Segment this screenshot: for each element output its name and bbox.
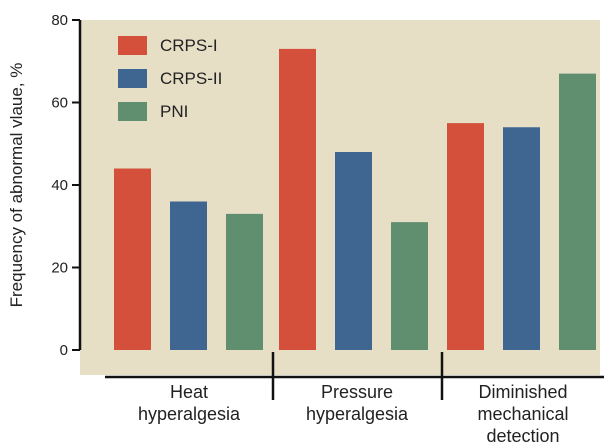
y-tick-label: 40	[51, 177, 68, 194]
category-label-line: Diminished	[478, 382, 567, 402]
bar-pni-1	[226, 213, 263, 350]
category-label-line: hyperalgesia	[138, 404, 241, 424]
y-tick-label: 0	[60, 342, 68, 359]
y-tick-label: 80	[51, 12, 68, 29]
bar-crps-ii-1	[170, 201, 207, 350]
bar-crps-ii-3	[503, 127, 540, 350]
y-ticks: 0 20 40 60 80	[51, 12, 80, 359]
category-label-line: detection	[486, 426, 559, 445]
legend-label: CRPS-II	[160, 69, 222, 88]
bar-pni-2	[391, 222, 428, 350]
legend-label: CRPS-I	[160, 36, 218, 55]
legend: CRPS-I CRPS-II PNI	[118, 36, 222, 121]
bar-crps-i-3	[447, 123, 484, 350]
category-label-line: Pressure	[321, 382, 393, 402]
bar-pni-3	[559, 73, 596, 350]
y-tick-label: 20	[51, 260, 68, 277]
x-category-labels: HeathyperalgesiaPressurehyperalgesiaDimi…	[138, 382, 569, 445]
category-label-line: hyperalgesia	[306, 404, 409, 424]
legend-swatch-crps-i	[118, 36, 147, 55]
y-axis-title: Frequency of abnormal vlaue, %	[7, 63, 26, 308]
category-label-line: mechanical	[477, 404, 568, 424]
category-label-line: Heat	[170, 382, 208, 402]
bar-crps-i-1	[114, 168, 151, 350]
bar-crps-ii-2	[335, 152, 372, 350]
y-tick-label: 60	[51, 95, 68, 112]
bars	[114, 48, 596, 350]
bar-crps-i-2	[279, 48, 316, 350]
legend-swatch-crps-ii	[118, 69, 147, 88]
legend-label: PNI	[160, 102, 188, 121]
legend-swatch-pni	[118, 102, 147, 121]
